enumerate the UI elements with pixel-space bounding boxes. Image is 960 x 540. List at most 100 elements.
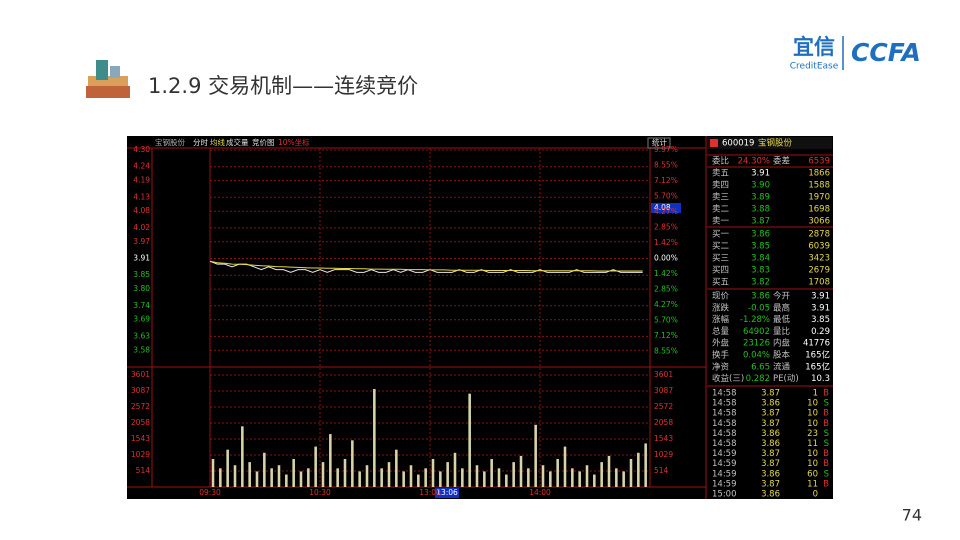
book-cell: 1698 — [808, 205, 830, 215]
trade-cell: 3.87 — [761, 409, 780, 419]
stat-cell: 收益(三) — [712, 373, 744, 384]
y-tick-label-right: 514 — [654, 466, 669, 475]
book-cell: 3423 — [808, 254, 830, 264]
book-cell: 买四 — [712, 266, 729, 276]
panel-header-bg — [707, 137, 832, 149]
y-tick-label: 4.30 — [133, 145, 150, 154]
volume-bar — [321, 462, 325, 487]
volume-bar — [424, 468, 427, 487]
trade-cell: S — [824, 439, 829, 449]
stat-cell: 量比 — [773, 326, 790, 337]
trade-cell: 14:59 — [712, 479, 737, 489]
stat-cell: 涨幅 — [712, 314, 730, 325]
trade-cell: 3.86 — [761, 399, 780, 409]
stat-cell: 165亿 — [805, 361, 830, 372]
trade-cell: 14:58 — [712, 409, 737, 419]
stat-cell: 0.04% — [743, 351, 770, 361]
book-cell: 1708 — [808, 278, 830, 288]
volume-bar — [255, 471, 259, 487]
volume-bar — [380, 468, 383, 487]
toolbar-scale: 10%坐标 — [278, 137, 310, 147]
trade-cell: 10 — [807, 399, 818, 409]
volume-bar — [534, 424, 537, 487]
screenshot-bg — [127, 136, 833, 499]
y-tick-label: 4.08 — [133, 206, 150, 215]
volume-bar — [439, 471, 442, 487]
trade-cell: 11 — [807, 439, 818, 449]
book-cell: 卖二 — [712, 205, 730, 215]
trade-cell: 14:59 — [712, 469, 737, 479]
volume-bar — [475, 465, 479, 487]
volume-bar — [226, 449, 229, 487]
stat-cell: 3.91 — [811, 303, 830, 313]
y-tick-label: 4.24 — [133, 162, 150, 171]
trade-cell: 0 — [813, 490, 818, 500]
stat-cell: 净资 — [712, 361, 730, 372]
stat-cell: 今开 — [773, 291, 791, 302]
trade-cell: 15:00 — [712, 490, 737, 500]
volume-bar — [343, 459, 347, 487]
volume-bar — [549, 471, 552, 487]
toolbar-stock: 宝钢股份 — [155, 137, 185, 147]
y-tick-label: 3601 — [131, 370, 150, 379]
volume-bar — [351, 440, 354, 487]
y-tick-label: 514 — [136, 466, 151, 475]
trade-cell: 10 — [807, 419, 818, 429]
x-tick-label: 09:30 — [199, 488, 221, 497]
book-cell: 1970 — [808, 193, 830, 203]
volume-bar — [387, 462, 391, 487]
ratio-cell: 委比 — [712, 156, 729, 167]
cursor-time-box — [435, 488, 459, 498]
volume-bar — [307, 468, 310, 487]
book-cell: 卖四 — [712, 181, 729, 191]
book-cell: 1588 — [808, 181, 830, 191]
volume-bar — [336, 468, 339, 487]
volume-bar — [593, 474, 596, 487]
trade-cell: 14:58 — [712, 429, 737, 439]
volume-bar — [277, 465, 281, 487]
volume-bar — [248, 462, 251, 487]
trade-cell: 3.86 — [761, 439, 780, 449]
trade-cell: B — [823, 389, 829, 399]
trade-cell: B — [823, 419, 829, 429]
trade-cell: S — [824, 429, 829, 439]
trade-cell: 10 — [807, 449, 818, 459]
stat-cell: 流通 — [773, 361, 791, 372]
trade-cell: 60 — [807, 469, 818, 479]
y-tick-label: 1543 — [131, 434, 150, 443]
stat-cell: 3.85 — [811, 315, 830, 325]
y-tick-label: 3087 — [131, 386, 150, 395]
volume-bar — [637, 452, 640, 487]
stat-cell: 最低 — [773, 314, 791, 325]
volume-bar — [585, 465, 589, 487]
stats-label[interactable]: 统计 — [652, 137, 667, 147]
stat-cell: 换手 — [712, 350, 730, 361]
trade-cell: 3.87 — [761, 419, 780, 429]
stats-button[interactable] — [647, 137, 671, 149]
y2-tick-label: 5.70% — [654, 316, 678, 325]
logo-en: CreditEase — [790, 62, 839, 72]
y-tick-label-right: 1543 — [654, 434, 673, 443]
stat-cell: 64902 — [743, 327, 770, 337]
y-tick-label: 1029 — [131, 450, 150, 459]
stat-cell: 6.65 — [751, 362, 770, 372]
volume-bar — [556, 459, 559, 487]
legend-entry: 均线 — [210, 137, 225, 147]
y2-tick-label: 9.97% — [654, 145, 678, 154]
volume-bar — [299, 471, 303, 487]
y2-tick-label: 7.12% — [654, 176, 678, 185]
trade-cell: S — [824, 469, 829, 479]
stat-cell: 现价 — [712, 292, 730, 302]
slide-title: 1.2.9 交易机制——连续竞价 — [148, 74, 418, 98]
y-tick-label-right: 3601 — [654, 370, 673, 379]
trade-cell: 11 — [807, 479, 818, 489]
y-tick-label: 4.13 — [133, 192, 150, 201]
price-line — [209, 260, 643, 272]
stat-cell: 165亿 — [805, 350, 830, 361]
stat-cell: 10.3 — [811, 374, 830, 384]
volume-bar — [453, 452, 457, 487]
volume-bar — [373, 389, 376, 487]
volume-bar — [358, 471, 361, 487]
cursor-price-box — [651, 203, 681, 213]
y-tick-label-right: 2058 — [654, 418, 673, 427]
